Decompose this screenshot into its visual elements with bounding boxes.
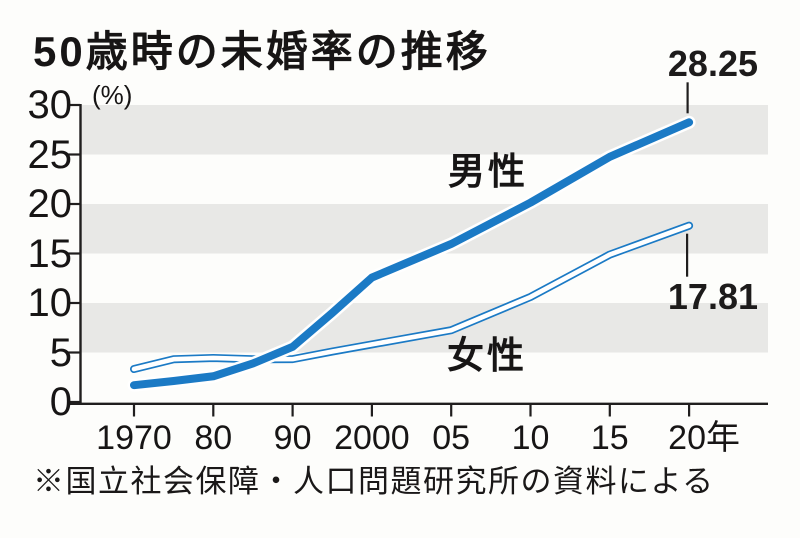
x-axis-label: 10 bbox=[511, 419, 550, 457]
men-series-label: 男性 bbox=[448, 151, 528, 192]
y-axis-unit-label: (%) bbox=[92, 80, 133, 110]
x-axis-label: 1970 bbox=[96, 419, 172, 457]
source-note: ※国立社会保障・人口問題研究所の資料による bbox=[33, 464, 715, 499]
x-axis-label: 2000 bbox=[334, 419, 410, 457]
y-axis-label: 0 bbox=[49, 380, 72, 424]
y-axis-label: 10 bbox=[27, 281, 73, 325]
x-axis-label: 90 bbox=[273, 419, 312, 457]
x-axis-label: 20年 bbox=[668, 419, 741, 457]
women-series-label: 女性 bbox=[447, 335, 527, 376]
women-line-core bbox=[131, 223, 692, 372]
y-axis-label: 5 bbox=[49, 330, 72, 375]
y-axis-label: 20 bbox=[27, 182, 73, 226]
chart-title: 50歳時の未婚率の推移 bbox=[33, 28, 491, 75]
grid-band bbox=[81, 105, 768, 155]
women-final-value-label: 17.81 bbox=[667, 276, 758, 317]
men-line bbox=[130, 118, 694, 390]
y-axis-label: 25 bbox=[27, 132, 73, 177]
x-axis-label: 15 bbox=[590, 419, 629, 457]
y-axis-label: 15 bbox=[27, 231, 73, 276]
x-axis-label: 05 bbox=[432, 419, 471, 457]
y-axis-label: 30 bbox=[27, 83, 73, 127]
men-final-value-label: 28.25 bbox=[667, 43, 758, 84]
grid-band bbox=[81, 204, 768, 254]
x-axis-label: 80 bbox=[194, 419, 233, 457]
grid-band bbox=[81, 303, 768, 353]
